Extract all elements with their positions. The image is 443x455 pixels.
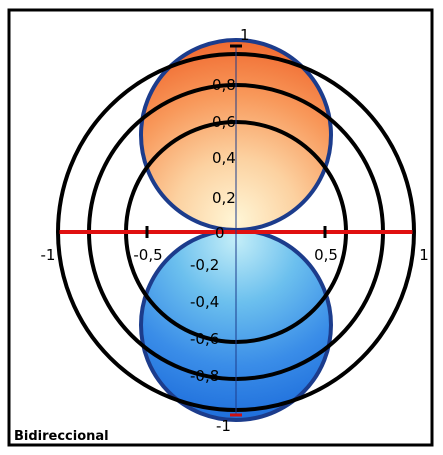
radial-label: -0,4 (190, 293, 219, 311)
pattern-caption: Bidireccional (14, 429, 109, 444)
radial-label: 0,2 (212, 189, 236, 207)
radial-label: -0,2 (190, 256, 219, 274)
radial-label-center: 0 (215, 224, 225, 242)
x-label-pos-1: 1 (419, 246, 429, 264)
radial-label: -0,8 (190, 367, 219, 385)
radial-label: -0,6 (190, 330, 219, 348)
y-label-neg-1: -1 (216, 417, 231, 435)
x-label-neg-half: -0,5 (133, 246, 162, 264)
x-label-pos-half: 0,5 (314, 246, 338, 264)
radial-label: 0,4 (212, 149, 236, 167)
radial-label: 0,6 (212, 113, 236, 131)
y-label-pos-1: 1 (240, 26, 250, 44)
radial-label: 0,8 (212, 76, 236, 94)
x-label-neg-1: -1 (41, 246, 56, 264)
